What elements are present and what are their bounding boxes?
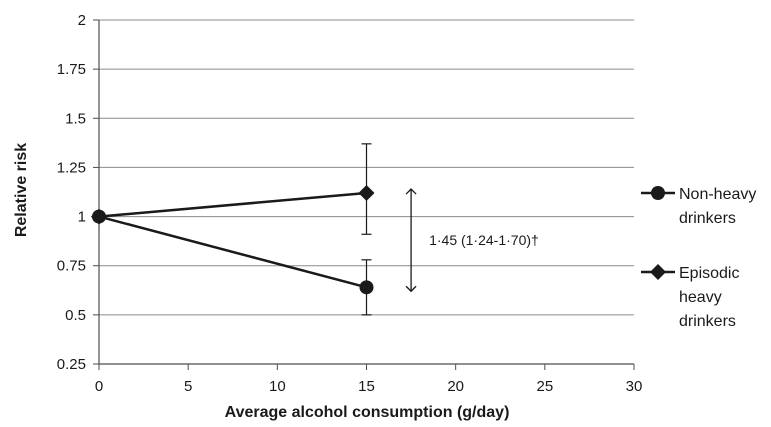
y-tick-label: 1 [78, 209, 86, 226]
x-tick-labels: 0 5 10 15 20 25 30 [95, 378, 643, 395]
series-group [91, 143, 375, 316]
x-tick-label: 20 [447, 378, 464, 395]
x-tick-label: 30 [626, 378, 643, 395]
y-tick-label: 0.25 [57, 356, 86, 373]
data-point [91, 208, 107, 225]
legend: Non-heavy drinkers Episodic heavy drinkers [641, 186, 756, 330]
series-line [98, 215, 367, 289]
x-tick-label: 5 [184, 378, 192, 395]
legend-label: heavy [679, 289, 722, 306]
y-tick-label: 1.25 [57, 159, 86, 176]
series-line [98, 191, 367, 218]
data-point [358, 184, 375, 201]
y-tick-label: 0.75 [57, 258, 86, 275]
y-tick-label: 1.5 [65, 110, 86, 127]
legend-item-0: Non-heavy drinkers [641, 186, 756, 227]
x-tick-label: 0 [95, 378, 103, 395]
legend-label: drinkers [679, 210, 736, 227]
x-axis-label: Average alcohol consumption (g/day) [225, 404, 510, 421]
legend-label: drinkers [679, 313, 736, 330]
x-tick-label: 15 [358, 378, 375, 395]
data-point [359, 280, 374, 295]
legend-label: Episodic [679, 265, 739, 282]
y-tick-labels: 0.25 0.5 0.75 1 1.25 1.5 1.75 2 [57, 12, 86, 373]
series-1 [91, 143, 375, 235]
y-axis-label: Relative risk [13, 143, 30, 237]
annotation-group: 1·45 (1·24-1·70)† [405, 188, 539, 293]
y-tick-label: 2 [78, 12, 86, 29]
annotation-text: 1·45 (1·24-1·70)† [429, 232, 539, 248]
y-tick-label: 0.5 [65, 307, 86, 324]
legend-marker [651, 186, 665, 200]
legend-marker [650, 264, 666, 280]
legend-item-1: Episodic heavy drinkers [641, 264, 739, 330]
x-tick-label: 25 [536, 378, 553, 395]
y-tick-label: 1.75 [57, 61, 86, 78]
x-tick-label: 10 [269, 378, 286, 395]
series-0 [92, 209, 374, 316]
legend-label: Non-heavy [679, 186, 756, 203]
